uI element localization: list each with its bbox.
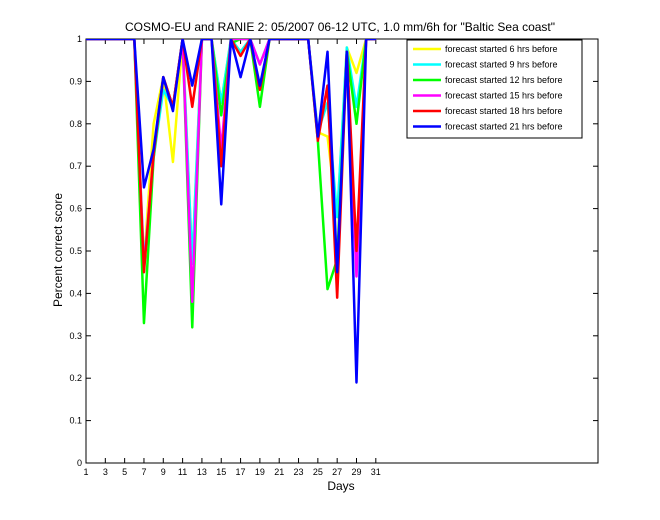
y-tick-label: 1 <box>77 34 82 44</box>
legend-label-4: forecast started 15 hrs before <box>445 91 563 101</box>
series-2-point <box>336 216 338 218</box>
series-1-point <box>152 123 155 125</box>
series-6-point <box>94 39 97 40</box>
series-3-point <box>220 114 223 117</box>
series-2-point <box>346 46 348 49</box>
x-tick-label: 9 <box>161 467 166 477</box>
y-tick-label: 0.2 <box>69 373 82 383</box>
x-tick-label: 23 <box>294 467 304 477</box>
series-6-point <box>297 39 300 40</box>
legend-label-1: forecast started 6 hrs before <box>445 44 558 54</box>
x-tick-label: 11 <box>178 467 187 477</box>
x-tick-label: 31 <box>371 467 381 477</box>
x-tick-label: 25 <box>313 467 323 477</box>
y-tick-label: 0.8 <box>69 119 82 129</box>
y-axis-title: Percent correct score <box>51 193 65 307</box>
legend-box <box>406 39 583 139</box>
series-4-point <box>259 63 261 66</box>
y-tick-label: 0.3 <box>69 331 82 341</box>
x-tick-label: 3 <box>103 467 108 477</box>
series-1-point <box>172 161 174 163</box>
series-1-point <box>355 72 358 74</box>
series-3-point <box>326 288 329 290</box>
series-6-point <box>355 381 358 384</box>
series-6-point <box>336 271 338 274</box>
series-4-point <box>191 301 194 303</box>
series-5-point <box>317 139 319 142</box>
y-tick-label: 0.6 <box>69 204 82 214</box>
series-5-point <box>239 55 242 57</box>
series-6-point <box>278 39 281 40</box>
y-tick-label: 0.5 <box>69 246 82 256</box>
series-6-point <box>375 39 377 40</box>
series-6-point <box>365 39 367 40</box>
x-tick-label: 13 <box>197 467 207 477</box>
series-6-point <box>114 39 116 40</box>
y-tick-label: 0.4 <box>69 288 82 298</box>
series-6-point <box>317 135 319 138</box>
series-6-point <box>143 186 145 189</box>
legend-label-5: forecast started 18 hrs before <box>445 106 563 116</box>
x-tick-label: 7 <box>141 467 146 477</box>
x-tick-label: 19 <box>255 467 265 477</box>
series-3-point <box>143 322 145 324</box>
series-4-point <box>355 275 358 278</box>
series-2-point <box>239 50 242 53</box>
series-5-point <box>191 106 194 108</box>
x-tick-label: 29 <box>351 467 361 477</box>
legend-label-6: forecast started 21 hrs before <box>445 122 563 132</box>
series-6-point <box>104 39 107 40</box>
chart-title: COSMO-EU and RANIE 2: 05/2007 06-12 UTC,… <box>125 20 555 34</box>
series-6-point <box>259 84 261 87</box>
series-3-point <box>191 326 194 329</box>
x-tick-label: 15 <box>216 467 226 477</box>
series-6-point <box>268 39 271 40</box>
series-6-point <box>346 50 348 53</box>
series-5-point <box>220 165 223 167</box>
series-6-point <box>307 39 309 40</box>
series-4-point <box>239 39 242 40</box>
x-tick-label: 21 <box>274 467 284 477</box>
series-6-point <box>152 148 155 151</box>
series-6-point <box>86 39 87 40</box>
series-6-point <box>249 39 252 40</box>
series-5-point <box>143 271 145 274</box>
x-tick-label: 17 <box>236 467 246 477</box>
series-6-point <box>133 39 136 40</box>
y-tick-label: 0.9 <box>69 76 82 86</box>
series-6-point <box>123 39 126 40</box>
series-6-point <box>172 110 174 112</box>
y-tick-label: 0.7 <box>69 161 82 171</box>
y-tick-label: 0 <box>77 458 82 468</box>
series-6-point <box>191 84 194 87</box>
x-axis-title: Days <box>327 479 354 493</box>
x-tick-label: 1 <box>83 467 88 477</box>
y-tick-label: 0.1 <box>69 416 82 426</box>
series-1-point <box>326 135 329 138</box>
series-5-point <box>355 250 358 252</box>
series-6-point <box>239 76 242 78</box>
series-6-point <box>326 50 329 53</box>
legend: forecast started 6 hrs before forecast st… <box>406 39 583 139</box>
x-tick-label: 27 <box>332 467 342 477</box>
series-2-point <box>355 106 358 108</box>
series-3-point <box>355 123 358 125</box>
series-6-point <box>181 39 184 40</box>
series-5-point <box>259 89 261 91</box>
series-5-point <box>336 296 338 299</box>
series-6-point <box>288 39 290 40</box>
series-6-point <box>220 203 223 206</box>
legend-label-3: forecast started 12 hrs before <box>445 75 563 85</box>
series-6-point <box>230 39 232 40</box>
series-6-point <box>162 76 165 78</box>
series-3-point <box>259 106 261 108</box>
series-6-point <box>201 39 203 40</box>
legend-label-2: forecast started 9 hrs before <box>445 60 558 70</box>
series-6-point <box>210 39 213 40</box>
x-tick-label: 5 <box>122 467 127 477</box>
